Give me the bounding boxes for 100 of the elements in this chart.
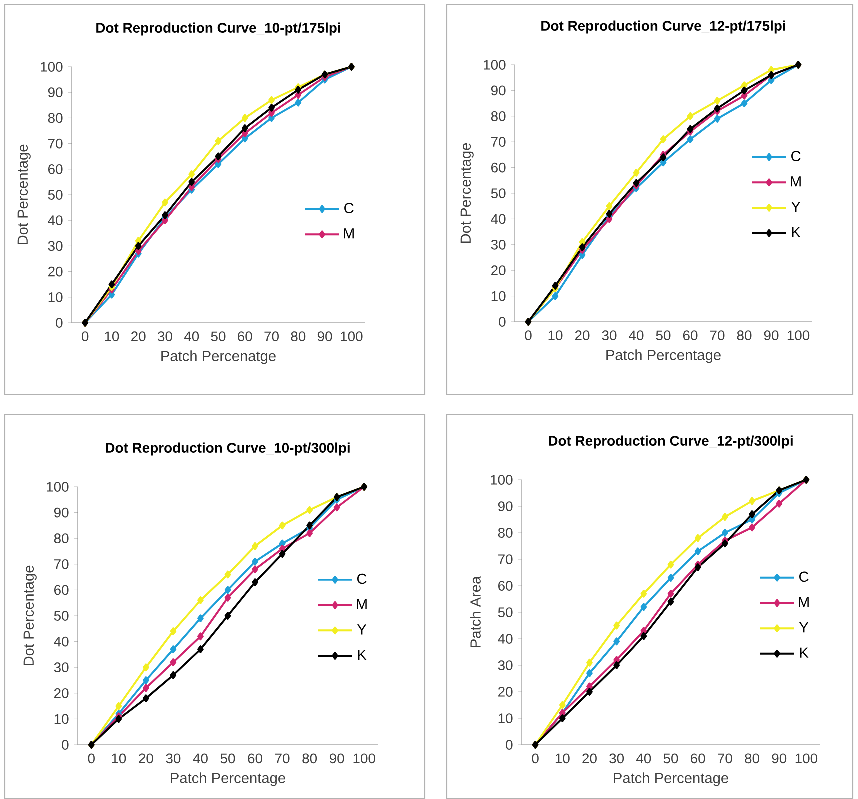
x-tick-label: 80 <box>737 330 752 341</box>
legend-label: M <box>344 228 354 239</box>
y-tick-label: 50 <box>48 190 63 200</box>
y-tick-label: 40 <box>48 216 63 226</box>
x-tick-label: 10 <box>105 332 120 342</box>
x-tick-label: 60 <box>691 754 706 764</box>
y-tick-label: 0 <box>56 318 63 328</box>
y-tick-label: 70 <box>498 554 513 564</box>
x-axis-title: Patch Percentage <box>606 350 721 364</box>
y-tick-label: 20 <box>48 266 63 277</box>
y-tick-label: 70 <box>492 137 506 148</box>
y-tick-label: 100 <box>484 60 506 70</box>
x-tick-label: 60 <box>683 330 698 341</box>
x-tick-label: 30 <box>166 754 181 764</box>
x-tick-label: 20 <box>582 754 597 764</box>
x-axis-title: Patch Percenatge <box>162 350 276 364</box>
y-tick-label: 30 <box>491 240 506 250</box>
x-tick-label: 50 <box>664 754 678 764</box>
y-axis-title: Patch Area <box>470 576 481 648</box>
legend-label: Y <box>791 202 801 212</box>
x-tick-label: 90 <box>772 754 787 764</box>
y-tick-label: 80 <box>54 534 69 544</box>
legend-label: C <box>344 203 354 214</box>
x-tick-label: 50 <box>211 332 226 342</box>
y-tick-label: 60 <box>54 585 69 596</box>
y-tick-label: 20 <box>54 688 69 698</box>
x-tick-label: 70 <box>718 754 732 764</box>
legend-label: M <box>791 176 801 187</box>
x-tick-label: 100 <box>341 332 363 342</box>
x-tick-label: 40 <box>193 754 208 764</box>
y-tick-label: 50 <box>498 608 513 618</box>
legend-label: Y <box>799 622 809 633</box>
y-tick-label: 60 <box>498 581 513 591</box>
y-tick-label: 20 <box>498 687 513 697</box>
y-tick-label: 20 <box>492 266 506 276</box>
y-tick-label: 100 <box>491 475 513 485</box>
y-tick-label: 100 <box>47 482 69 492</box>
y-tick-label: 40 <box>54 636 69 647</box>
x-tick-label: 20 <box>132 332 146 342</box>
y-tick-label: 50 <box>54 611 69 621</box>
x-tick-label: 20 <box>575 330 590 341</box>
legend-label: Y <box>357 624 367 635</box>
x-tick-label: 0 <box>532 754 539 764</box>
y-axis-title: Dot Percentage <box>24 566 37 666</box>
legend-label: C <box>792 151 801 162</box>
x-tick-label: 70 <box>710 330 725 341</box>
y-tick-label: 10 <box>492 291 506 302</box>
x-tick-label: 90 <box>764 330 779 341</box>
y-tick-label: 90 <box>491 86 506 96</box>
legend-label: C <box>800 572 809 582</box>
x-tick-label: 50 <box>220 754 236 764</box>
chart-title: Dot Reproduction Curve_10-pt/300lpi <box>106 442 350 456</box>
y-tick-label: 30 <box>48 241 63 252</box>
x-tick-label: 100 <box>796 754 818 764</box>
y-axis-title: Dot Percentage <box>460 143 474 244</box>
x-tick-label: 100 <box>354 754 376 764</box>
x-tick-label: 80 <box>291 332 306 342</box>
chart-title: Dot Reproduction Curve_12-pt/175lpi <box>542 20 786 34</box>
chart-title: Dot Reproduction Curve_12-pt/300lpi <box>549 436 793 449</box>
legend-label: C <box>357 574 367 584</box>
x-tick-label: 100 <box>788 330 810 341</box>
x-tick-label: 30 <box>602 330 617 341</box>
x-axis-title: Patch Percentage <box>171 772 286 786</box>
y-tick-label: 0 <box>62 740 69 750</box>
y-tick-label: 90 <box>48 88 63 98</box>
x-tick-label: 90 <box>330 754 344 764</box>
x-tick-label: 0 <box>525 330 532 341</box>
x-tick-label: 60 <box>238 332 252 342</box>
x-tick-label: 40 <box>184 332 200 342</box>
x-tick-label: 80 <box>745 754 760 764</box>
x-tick-label: 60 <box>248 754 262 764</box>
y-tick-label: 70 <box>54 559 69 570</box>
chart-title: Dot Reproduction Curve_10-pt/175lpi <box>96 22 340 36</box>
x-tick-label: 0 <box>88 754 95 764</box>
x-tick-label: 70 <box>276 754 290 764</box>
legend-label: K <box>358 650 367 660</box>
y-tick-label: 90 <box>498 502 513 512</box>
x-tick-label: 0 <box>82 332 89 342</box>
y-tick-label: 80 <box>48 113 63 124</box>
legend-label: K <box>800 648 809 658</box>
y-tick-label: 100 <box>41 62 63 72</box>
y-tick-label: 60 <box>48 164 63 174</box>
legend-label: M <box>357 599 367 610</box>
y-tick-label: 0 <box>499 317 506 327</box>
x-tick-label: 30 <box>610 754 624 764</box>
x-tick-label: 10 <box>112 754 126 764</box>
x-tick-label: 90 <box>318 332 332 342</box>
x-tick-label: 80 <box>302 754 318 764</box>
y-tick-label: 10 <box>498 714 513 724</box>
y-tick-label: 90 <box>54 508 69 518</box>
y-tick-label: 0 <box>506 740 513 750</box>
x-axis-title: Patch Percentage <box>614 772 728 786</box>
x-tick-label: 30 <box>158 332 172 342</box>
y-tick-label: 30 <box>498 660 513 670</box>
x-tick-label: 20 <box>139 754 154 764</box>
y-tick-label: 30 <box>54 662 69 673</box>
y-axis-title: Dot Percentage <box>18 144 31 245</box>
x-tick-label: 50 <box>656 330 671 341</box>
y-tick-label: 50 <box>491 188 506 198</box>
y-tick-label: 80 <box>498 528 513 538</box>
